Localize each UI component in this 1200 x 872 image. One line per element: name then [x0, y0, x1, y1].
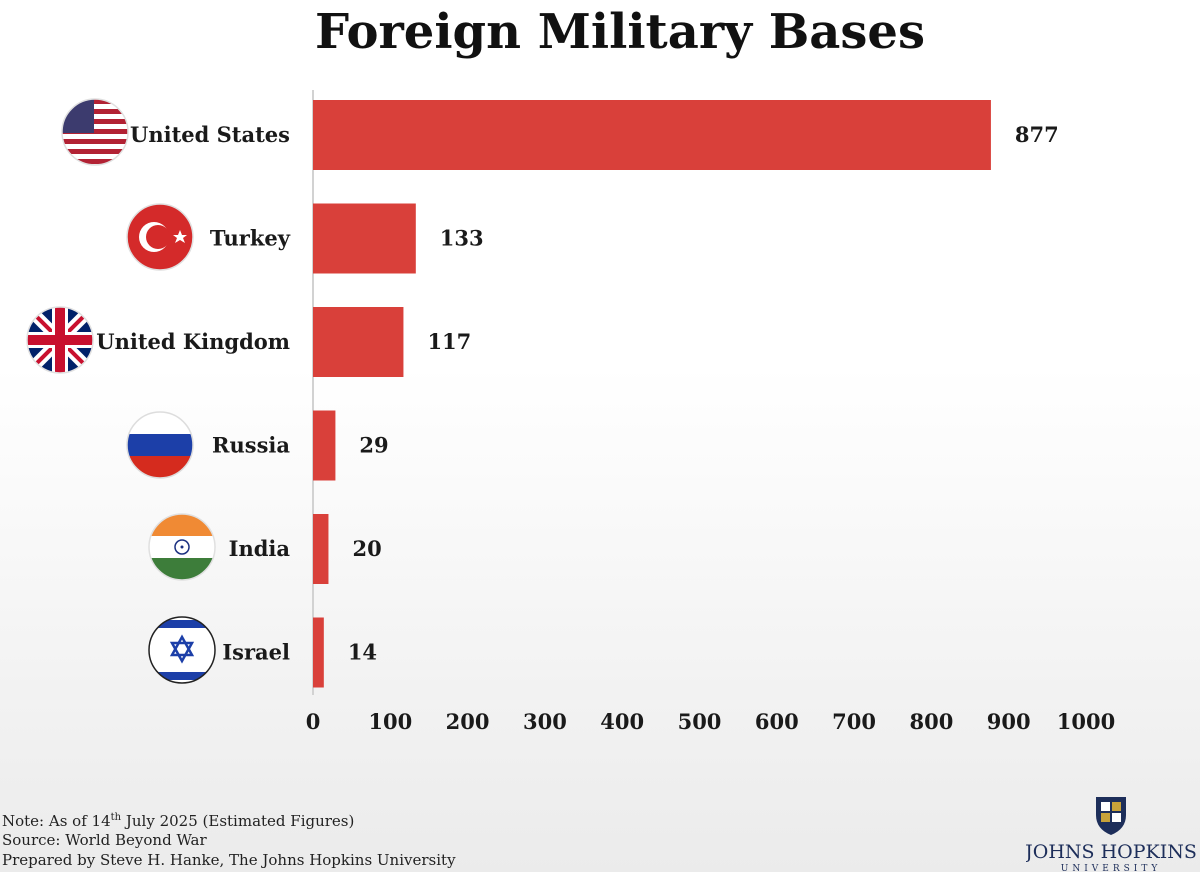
- value-label: 29: [359, 433, 388, 458]
- category-label: Turkey: [210, 226, 291, 251]
- russia-flag-icon: [127, 412, 193, 478]
- university-shield-icon: [1096, 797, 1126, 835]
- x-axis-ticks: 0 100 200 300 400 500 600 700 800 900 1000: [306, 709, 1116, 734]
- bar-india: [313, 514, 329, 584]
- israel-flag-icon: [149, 617, 215, 683]
- value-label: 20: [352, 536, 381, 561]
- x-tick-label: 700: [832, 709, 876, 734]
- footer-note: Note: As of 14th July 2025 (Estimated Fi…: [2, 812, 355, 830]
- x-tick-label: 0: [306, 709, 321, 734]
- category-label: India: [229, 536, 291, 561]
- category-label: United Kingdom: [96, 329, 290, 354]
- value-label: 14: [348, 640, 377, 665]
- uk-flag-icon: [27, 307, 93, 373]
- value-label: 877: [1015, 122, 1059, 147]
- category-label: Russia: [212, 433, 290, 458]
- category-label: Israel: [222, 640, 290, 665]
- india-flag-icon: [149, 514, 215, 580]
- us-flag-icon: [62, 99, 128, 165]
- bar-israel: [313, 617, 324, 688]
- value-label: 117: [427, 329, 471, 354]
- x-tick-label: 800: [909, 709, 953, 734]
- chart-title: Foreign Military Bases: [315, 4, 925, 60]
- johns-hopkins-logo: JOHNS HOPKINS UNIVERSITY: [1026, 797, 1196, 872]
- x-tick-label: 200: [446, 709, 490, 734]
- value-label: 133: [440, 226, 484, 251]
- category-label: United States: [130, 122, 290, 147]
- logo-name: JOHNS HOPKINS: [1026, 841, 1196, 863]
- footer-prepared-by: Prepared by Steve H. Hanke, The Johns Ho…: [2, 851, 456, 869]
- bar-turkey: [313, 203, 416, 274]
- x-tick-label: 100: [368, 709, 412, 734]
- bars-group: 877 133 117 29 20 14: [313, 100, 1059, 688]
- turkey-flag-icon: [127, 204, 193, 270]
- bar-united-kingdom: [313, 307, 404, 377]
- x-tick-label: 500: [678, 709, 722, 734]
- x-tick-label: 400: [600, 709, 644, 734]
- logo-sub: UNIVERSITY: [1061, 864, 1162, 872]
- x-tick-label: 1000: [1057, 709, 1115, 734]
- x-tick-label: 300: [523, 709, 567, 734]
- bar-russia: [313, 410, 336, 481]
- bar-united-states: [313, 100, 991, 170]
- x-tick-label: 600: [755, 709, 799, 734]
- footer-source: Source: World Beyond War: [2, 831, 207, 849]
- x-tick-label: 900: [987, 709, 1031, 734]
